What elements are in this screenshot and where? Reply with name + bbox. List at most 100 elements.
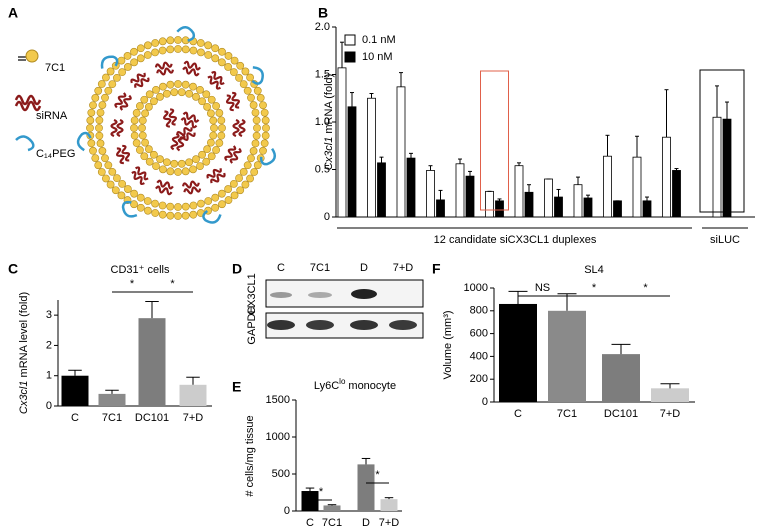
error-bar	[527, 184, 531, 193]
lipid-head	[145, 157, 154, 166]
error-bar	[409, 152, 413, 159]
lipid-head	[215, 139, 224, 147]
lipid-head	[140, 95, 149, 104]
lipid-head	[177, 159, 186, 168]
lipid-head	[156, 92, 164, 101]
lipid-head	[259, 146, 267, 155]
lipid-head	[123, 63, 132, 71]
significance-label: NS	[535, 282, 550, 294]
x-tick-label: 7C1	[322, 517, 342, 529]
lipid-head	[177, 88, 186, 97]
sirna	[130, 72, 150, 88]
error-bar	[517, 162, 521, 166]
panel-label: D	[232, 261, 242, 277]
lipid-head	[224, 185, 233, 193]
bar	[367, 97, 376, 218]
legend-icons	[14, 49, 42, 152]
sirna	[170, 132, 186, 152]
lipid-head	[229, 179, 238, 188]
bar	[98, 393, 126, 406]
panel-label: A	[8, 5, 18, 21]
significance-label: *	[130, 278, 135, 290]
bar	[357, 464, 375, 511]
lipid-head	[211, 44, 220, 53]
lipid-head	[166, 202, 175, 211]
lipid-head	[181, 211, 190, 220]
error-bar	[186, 376, 200, 385]
bar	[179, 384, 207, 406]
bar	[642, 200, 652, 218]
lipid-head	[211, 54, 220, 63]
lipid-head	[251, 139, 260, 148]
bar	[337, 67, 347, 218]
y-tick-label: 1.5	[315, 68, 330, 80]
lipid-head	[151, 39, 160, 47]
lipid-head	[185, 89, 194, 98]
lipid-head	[95, 131, 104, 140]
lipid-head	[123, 185, 132, 193]
bar	[426, 170, 435, 218]
x-tick-label: 7C1	[102, 412, 122, 424]
blot-column-label: 7C1	[310, 262, 330, 274]
lipid-head	[239, 167, 248, 176]
bar	[347, 106, 357, 218]
lipid-head	[159, 82, 167, 91]
lipid-head	[174, 45, 182, 53]
lipid-head	[151, 48, 159, 57]
sirna	[114, 92, 132, 111]
lipid-head	[211, 193, 220, 202]
error-bar	[105, 389, 119, 394]
significance-label: *	[592, 282, 597, 294]
bar	[602, 354, 640, 402]
lipid-head	[150, 97, 158, 106]
bar	[61, 375, 89, 406]
lipid-head	[246, 73, 254, 82]
lipid-head	[181, 80, 190, 89]
group-label: 12 candidate siCX3CL1 duplexes	[434, 234, 597, 246]
lipid-head	[170, 88, 179, 97]
lipid-head	[189, 165, 197, 174]
bar	[548, 310, 586, 402]
error-bar	[305, 487, 315, 492]
lipid-head	[243, 161, 252, 170]
lipid-head	[253, 161, 262, 170]
lipid-head	[94, 86, 103, 95]
lipid-head	[136, 203, 145, 212]
lipid-head	[104, 161, 113, 170]
lipid-head	[253, 124, 261, 132]
sirna	[110, 118, 124, 138]
bar	[651, 388, 689, 402]
lipid-head	[159, 165, 167, 174]
error-bar	[350, 92, 354, 107]
lipid-head	[111, 186, 120, 195]
legend-label: 10 nM	[362, 51, 393, 63]
error-bar	[635, 135, 639, 158]
lipid-head	[207, 95, 216, 104]
lipid-head	[174, 212, 182, 220]
lipid-head	[249, 147, 258, 155]
lipid-head	[181, 45, 190, 54]
lipid-head	[246, 174, 254, 183]
lipid-head	[189, 210, 198, 219]
lipid-head	[98, 101, 107, 109]
bar	[573, 184, 583, 218]
error-bar	[428, 165, 433, 171]
bar	[662, 136, 671, 218]
lipid-head	[185, 158, 194, 167]
lipid-head	[91, 94, 100, 102]
lipid-head	[166, 36, 175, 45]
lipid-head	[151, 209, 160, 217]
lipid-head	[138, 131, 147, 140]
lipid-head	[217, 131, 226, 140]
lipid-head	[118, 179, 127, 188]
lipid-head	[144, 102, 153, 111]
lipid-head	[106, 180, 115, 189]
bar	[499, 303, 537, 402]
lipid-head	[210, 124, 218, 132]
significance-label: *	[643, 282, 648, 294]
lipid-head	[252, 116, 261, 125]
lipid-head	[106, 67, 115, 76]
bar	[524, 191, 534, 218]
lipid-head	[218, 47, 226, 56]
lipid-head	[113, 174, 121, 183]
